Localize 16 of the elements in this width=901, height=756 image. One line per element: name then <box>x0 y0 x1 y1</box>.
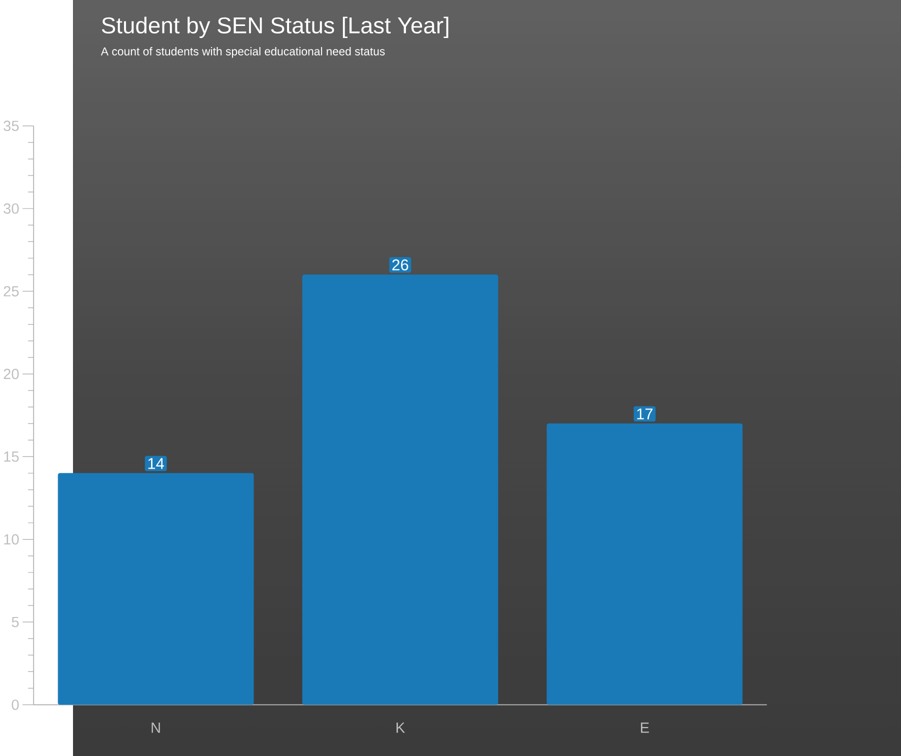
y-tick-label: 0 <box>12 699 19 710</box>
x-tick-label: E <box>640 722 649 733</box>
y-tick-label: 15 <box>4 451 19 462</box>
data-label: 26 <box>392 259 408 270</box>
y-tick-label: 25 <box>4 286 19 296</box>
chart-title: Student by SEN Status [Last Year] <box>102 16 448 38</box>
y-tick-label: 10 <box>4 534 19 544</box>
y-tick-label: 20 <box>4 368 19 380</box>
chart-subtitle: A count of students with special educational need status <box>100 46 385 58</box>
x-tick-label: N <box>152 722 160 733</box>
y-tick-label: 35 <box>4 120 19 131</box>
data-label: 14 <box>148 458 164 469</box>
x-tick-label: K <box>396 722 405 733</box>
y-tick-label: 30 <box>4 203 19 214</box>
data-label: 17 <box>637 408 653 420</box>
y-tick-label: 5 <box>12 616 19 628</box>
